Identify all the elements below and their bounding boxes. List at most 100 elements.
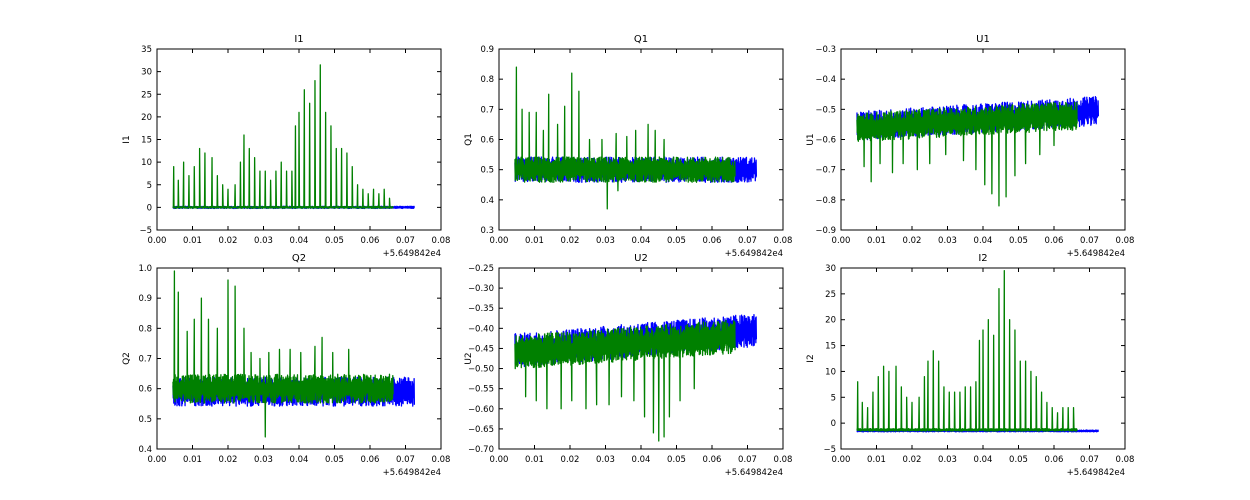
y-tick-label: 15 (825, 342, 836, 352)
y-tick-label: −0.7 (815, 166, 836, 176)
y-tick-label: 30 (825, 264, 836, 274)
series-line-green (172, 64, 394, 209)
y-tick-label: −0.30 (468, 284, 494, 294)
chart-title: U2 (634, 253, 648, 264)
y-tick-label: 5 (831, 393, 836, 403)
plot-area (856, 269, 1100, 433)
x-tick-label: 0.05 (667, 236, 686, 246)
chart-title: Q1 (634, 34, 648, 45)
x-tick-label: 0.07 (1080, 455, 1099, 465)
x-tick-label: 0.07 (1080, 236, 1099, 246)
x-tick-label: 0.05 (1009, 236, 1028, 246)
x-tick-label: 0.05 (667, 455, 686, 465)
plot-area (514, 313, 758, 442)
x-offset-label: +5.649842e4 (383, 249, 441, 259)
y-tick-label: 0.4 (138, 445, 152, 455)
x-tick-label: 0.03 (254, 455, 273, 465)
x-tick-label: 0.00 (148, 236, 167, 246)
x-tick-label: 0.01 (525, 236, 544, 246)
x-offset-label: +5.649842e4 (1067, 249, 1125, 259)
x-tick-label: 0.01 (867, 455, 886, 465)
y-tick-label: 20 (141, 113, 152, 123)
y-tick-label: 1.0 (138, 264, 152, 274)
x-tick-label: 0.02 (903, 455, 922, 465)
x-tick-label: 0.01 (525, 455, 544, 465)
x-tick-label: 0.00 (148, 455, 167, 465)
chart-title: U1 (976, 34, 990, 45)
x-tick-label: 0.02 (903, 236, 922, 246)
y-axis-label: I1 (122, 135, 132, 143)
series-line-green (514, 66, 736, 210)
y-tick-label: −0.25 (468, 264, 494, 274)
chart-panel-q1: 0.00 0.01 0.02 0.03 0.04 0.05 0.06 0.07 0.08 0.3 0… (464, 34, 792, 259)
y-tick-label: 0.9 (480, 45, 494, 55)
x-tick-label: 0.06 (1045, 236, 1064, 246)
y-axis-label: I2 (806, 354, 816, 362)
y-tick-label: −5 (139, 226, 152, 236)
x-offset-label: +5.649842e4 (725, 249, 783, 259)
y-tick-label: −0.50 (468, 365, 494, 375)
x-tick-label: 0.05 (325, 455, 344, 465)
x-tick-label: 0.03 (938, 236, 957, 246)
y-tick-label: 35 (141, 45, 152, 55)
y-tick-label: 10 (141, 158, 152, 168)
y-tick-label: 25 (825, 290, 836, 300)
x-tick-label: 0.00 (832, 236, 851, 246)
y-tick-label: −0.9 (815, 226, 836, 236)
x-tick-label: 0.04 (290, 236, 309, 246)
x-tick-label: 0.03 (254, 236, 273, 246)
x-tick-label: 0.08 (774, 455, 793, 465)
plot-area (172, 270, 416, 438)
series-line-green (514, 319, 736, 442)
chart-title: I2 (978, 253, 987, 264)
chart-panel-q2: 0.00 0.01 0.02 0.03 0.04 0.05 0.06 0.07 0.08 0.4 0… (122, 253, 450, 478)
x-tick-label: 0.02 (219, 455, 238, 465)
x-tick-label: 0.02 (219, 236, 238, 246)
y-tick-label: −0.5 (815, 105, 836, 115)
x-tick-label: 0.03 (596, 455, 615, 465)
chart-title: Q2 (292, 253, 306, 264)
x-tick-label: 0.08 (432, 236, 451, 246)
plot-area (514, 66, 758, 210)
axes-frame (498, 48, 784, 231)
x-tick-label: 0.01 (867, 236, 886, 246)
x-tick-label: 0.07 (396, 455, 415, 465)
y-axis-label: Q1 (464, 133, 474, 146)
y-axis-label: U1 (806, 133, 816, 145)
x-tick-label: 0.06 (703, 236, 722, 246)
y-tick-label: 0 (831, 419, 836, 429)
series-line-green (856, 101, 1078, 207)
x-tick-label: 0.04 (632, 236, 651, 246)
y-tick-label: 0 (147, 203, 152, 213)
y-tick-label: 25 (141, 90, 152, 100)
y-tick-label: 5 (147, 181, 152, 191)
y-tick-label: 0.7 (138, 355, 152, 365)
x-tick-label: 0.00 (490, 455, 509, 465)
x-tick-label: 0.00 (832, 455, 851, 465)
x-tick-label: 0.08 (1116, 236, 1135, 246)
y-tick-label: −0.60 (468, 405, 494, 415)
y-tick-label: 0.7 (480, 105, 494, 115)
y-tick-label: 0.9 (138, 294, 152, 304)
x-tick-label: 0.04 (290, 455, 309, 465)
x-tick-label: 0.07 (396, 236, 415, 246)
x-offset-label: +5.649842e4 (725, 468, 783, 478)
x-offset-label: +5.649842e4 (383, 468, 441, 478)
x-tick-label: 0.04 (632, 455, 651, 465)
x-tick-label: 0.07 (738, 455, 757, 465)
chart-title: I1 (294, 34, 303, 45)
chart-panel-i2: 0.00 0.01 0.02 0.03 0.04 0.05 0.06 0.07 0.08 −5 0 5… (806, 253, 1134, 478)
x-tick-label: 0.04 (974, 455, 993, 465)
chart-panel-i1: 0.00 0.01 0.02 0.03 0.04 0.05 0.06 0.07 0.08 −5 0 5… (122, 34, 450, 259)
x-tick-label: 0.02 (561, 236, 580, 246)
y-axis-label: U2 (464, 352, 474, 364)
y-tick-label: 20 (825, 316, 836, 326)
y-tick-label: −0.4 (815, 75, 836, 85)
x-tick-label: 0.06 (361, 236, 380, 246)
plot-area (172, 64, 415, 210)
x-tick-label: 0.06 (1045, 455, 1064, 465)
y-tick-label: 30 (141, 68, 152, 78)
y-tick-label: 0.6 (480, 136, 494, 146)
y-tick-label: 0.5 (480, 166, 494, 176)
x-tick-label: 0.07 (738, 236, 757, 246)
